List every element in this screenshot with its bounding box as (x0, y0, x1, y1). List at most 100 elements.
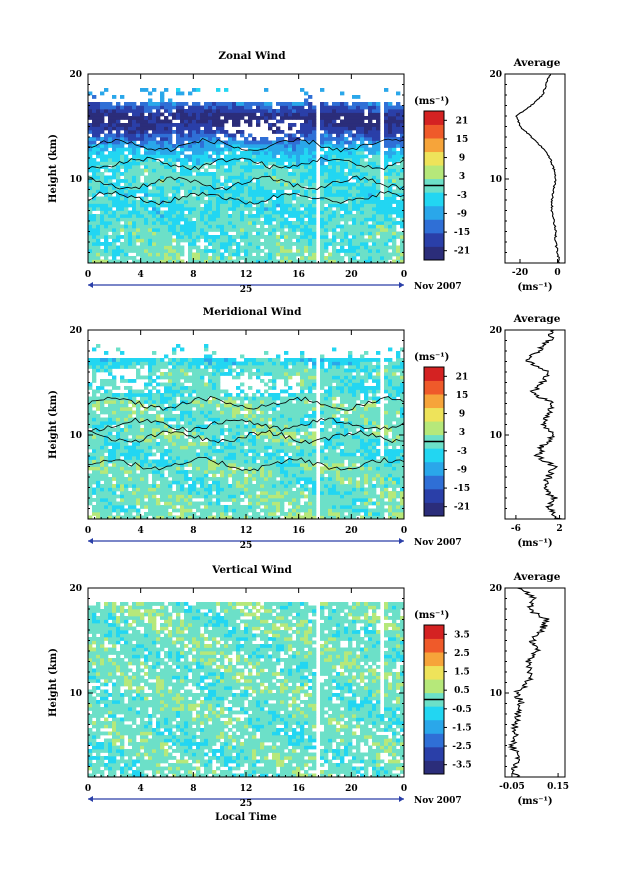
data-cell (284, 200, 289, 204)
data-cell (124, 126, 129, 131)
data-cell (96, 494, 101, 499)
data-cell (148, 137, 153, 141)
data-cell (104, 105, 109, 110)
data-cell (340, 470, 345, 474)
data-cell (116, 459, 121, 464)
data-cell (236, 487, 241, 492)
data-cell (128, 109, 133, 113)
data-cell (112, 245, 117, 250)
data-cell (400, 144, 405, 148)
data-cell (244, 109, 249, 113)
data-cell (132, 175, 137, 180)
data-cell (272, 182, 277, 187)
data-cell (148, 123, 153, 127)
data-cell (352, 126, 357, 131)
data-cell (152, 147, 157, 152)
data-cell (152, 165, 157, 169)
data-cell (260, 501, 265, 506)
data-cell (300, 221, 305, 225)
data-cell (236, 505, 241, 509)
data-cell (300, 459, 305, 464)
data-cell (348, 459, 353, 464)
data-cell (192, 151, 197, 155)
data-cell (116, 112, 121, 117)
data-cell (176, 123, 181, 127)
data-cell (220, 508, 225, 513)
data-cell (148, 235, 153, 239)
data-cell (292, 207, 297, 211)
data-cell (352, 477, 357, 481)
data-cell (136, 228, 141, 232)
data-cell (244, 165, 249, 169)
data-cell (264, 459, 269, 464)
data-cell (368, 182, 373, 187)
data-cell (108, 501, 113, 506)
data-cell (360, 231, 365, 236)
data-cell (324, 505, 329, 509)
data-cell (120, 207, 125, 211)
date-day: 25 (240, 285, 253, 295)
data-cell (184, 442, 189, 446)
data-cell (376, 228, 381, 232)
data-cell (192, 480, 197, 485)
data-cell (372, 484, 377, 488)
data-cell (364, 473, 369, 478)
data-cell (380, 459, 385, 464)
data-cell (92, 102, 97, 106)
data-cell (252, 161, 257, 166)
data-cell (224, 228, 229, 232)
data-cell (168, 494, 173, 499)
data-cell (348, 186, 353, 190)
data-cell (108, 449, 113, 453)
data-cell (108, 137, 113, 141)
data-cell (92, 116, 97, 120)
data-cell (348, 224, 353, 229)
data-cell (168, 487, 173, 492)
data-cell (236, 480, 241, 485)
data-cell (348, 210, 353, 215)
data-cell (248, 242, 253, 246)
data-cell (392, 252, 397, 257)
data-cell (160, 473, 165, 478)
data-cell (240, 172, 245, 176)
data-cell (284, 112, 289, 117)
data-cell (212, 217, 217, 222)
data-cell (260, 151, 265, 155)
data-cell (320, 203, 325, 208)
data-cell (180, 445, 185, 450)
data-cell (88, 102, 93, 106)
data-cell (284, 252, 289, 257)
data-cell (248, 102, 253, 106)
data-cell (308, 452, 313, 457)
data-cell (288, 487, 293, 492)
data-cell (188, 158, 193, 162)
data-cell (304, 168, 309, 173)
data-cell (348, 498, 353, 502)
data-cell (236, 165, 241, 169)
data-cell (376, 102, 381, 106)
data-cell (384, 449, 389, 453)
data-cell (180, 196, 185, 201)
data-cell (384, 126, 389, 131)
data-cell (384, 207, 389, 211)
data-cell (360, 505, 365, 509)
data-cell (336, 165, 341, 169)
data-cell (216, 442, 221, 446)
data-cell (276, 182, 281, 187)
data-cell (372, 245, 377, 250)
data-cell (248, 459, 253, 464)
data-cell (128, 505, 133, 509)
data-cell (264, 186, 269, 190)
data-cell (308, 203, 313, 208)
data-cell (144, 165, 149, 169)
data-cell (356, 456, 361, 460)
data-cell (196, 182, 201, 187)
data-cell (188, 505, 193, 509)
data-cell (124, 238, 129, 243)
data-cell (168, 158, 173, 162)
data-cell (292, 242, 297, 246)
data-cell (148, 175, 153, 180)
data-cell (216, 147, 221, 152)
data-cell (392, 463, 397, 467)
data-cell (224, 140, 229, 145)
